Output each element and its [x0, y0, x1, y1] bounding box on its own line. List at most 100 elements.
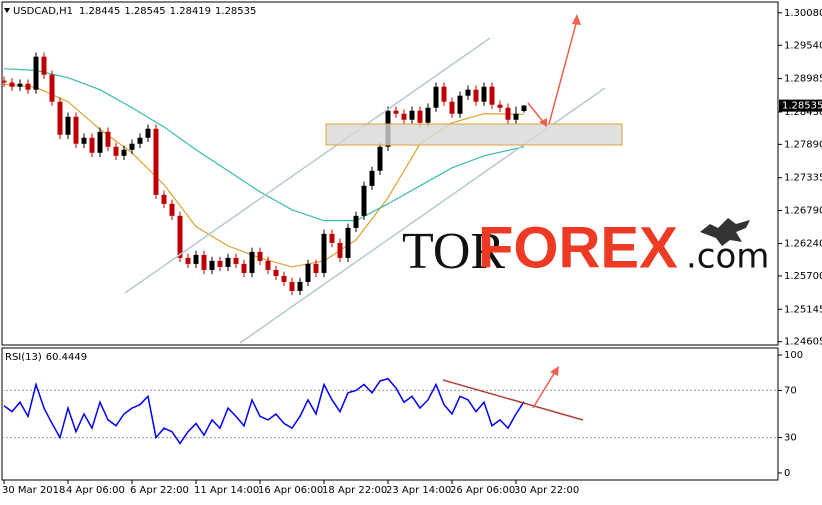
candle-body [241, 263, 247, 273]
candle-body [345, 227, 351, 258]
candle-body [393, 110, 399, 114]
watermark-forex: FOREX [478, 215, 678, 280]
y-tick-label: 1.26240 [784, 238, 822, 249]
candle-body [89, 137, 95, 153]
candle-body [193, 254, 199, 264]
arrow-head [572, 14, 581, 25]
y-tick-label: 1.30080 [784, 8, 822, 19]
candle-body [321, 233, 327, 273]
watermark: TOR FOREX .com [402, 215, 769, 280]
candle-body [81, 137, 87, 144]
candle-body [417, 110, 423, 123]
x-tick-label: 4 Apr 06:00 [66, 485, 125, 496]
support-zone [325, 123, 623, 146]
x-tick-label: 6 Apr 22:00 [130, 485, 189, 496]
candle-body [161, 194, 167, 204]
y-tick-label: 1.27335 [784, 173, 822, 184]
y-tick-label: 100 [784, 350, 803, 361]
candle-body [305, 263, 311, 282]
watermark-tor: TOR [402, 223, 505, 280]
candle-body [449, 101, 455, 114]
rsi-value: 60.4449 [46, 352, 87, 363]
candle-body [265, 260, 271, 270]
candle-body [353, 215, 359, 228]
y-tick-label: 1.28985 [784, 74, 822, 85]
open: 1.28445 [79, 6, 120, 17]
candle-body [185, 257, 191, 264]
rsi-panel [1, 347, 779, 481]
candle-body [337, 242, 343, 258]
candle-body [257, 251, 263, 261]
y-tick-label: 70 [784, 385, 797, 396]
x-tick-label: 30 Apr 22:00 [514, 485, 579, 496]
rsi-arrow [532, 371, 556, 409]
candle-body [97, 131, 103, 153]
candle-body [73, 116, 79, 144]
candle-body [489, 86, 495, 105]
candle-body [129, 143, 135, 150]
candle-body [137, 137, 143, 144]
candle-body [465, 89, 471, 96]
candle-body [369, 170, 375, 186]
candle-body [65, 116, 71, 135]
y-tick-label: 1.25145 [784, 304, 822, 315]
candle-body [313, 263, 319, 273]
candle-body [401, 113, 407, 120]
candle-body [249, 251, 255, 273]
candle-body [377, 146, 383, 171]
candle-body [457, 95, 463, 114]
watermark-com: .com [686, 237, 769, 277]
symbol: USDCAD,H1 [13, 6, 73, 17]
candle-body [145, 128, 151, 138]
price-tag-label: 1.28535 [782, 101, 822, 112]
x-tick-label: 18 Apr 22:00 [322, 485, 387, 496]
candle-body [289, 281, 295, 291]
candle-body [481, 86, 487, 102]
y-tick-label: 1.28430 [784, 107, 822, 118]
y-tick-label: 1.29540 [784, 40, 822, 51]
y-tick-label: 0 [784, 468, 790, 479]
candle-body [521, 105, 527, 112]
candle-body [201, 254, 207, 270]
candle-body [33, 56, 39, 90]
candle-body [121, 149, 127, 156]
y-tick-label: 30 [784, 433, 797, 444]
x-tick-label: 16 Apr 06:00 [258, 485, 323, 496]
candle-body [497, 104, 503, 108]
candle-body [49, 74, 55, 102]
candle-body [113, 146, 119, 156]
arrow-head [550, 366, 559, 376]
candle-body [17, 83, 23, 87]
y-tick-label: 1.25700 [784, 271, 822, 282]
candle-body [169, 203, 175, 216]
candle-body [425, 107, 431, 123]
low: 1.28419 [170, 6, 211, 17]
candle-body [233, 257, 239, 264]
high: 1.28545 [124, 6, 165, 17]
candle-body [473, 89, 479, 102]
candle-body [177, 215, 183, 258]
moving-average [3, 68, 525, 222]
header: USDCAD,H1 1.28445 1.28545 1.28419 1.28535 [13, 6, 256, 17]
rsi-title: RSI(13) [5, 352, 42, 363]
candle-body [225, 257, 231, 267]
drawings [124, 14, 623, 421]
candle-body [433, 86, 439, 108]
price-tag [779, 99, 822, 112]
candle-body [209, 260, 215, 270]
candle-body [273, 269, 279, 276]
candle-body [41, 56, 47, 75]
candle-body [57, 101, 63, 135]
candle-body [217, 260, 223, 267]
menu-triangle [4, 8, 10, 13]
channel-upper [124, 37, 491, 294]
bull-icon [700, 218, 750, 246]
candle-body [25, 83, 31, 90]
main-panel [1, 1, 779, 346]
candle-body [441, 86, 447, 102]
rsi-header: RSI(13) 60.4449 [5, 352, 87, 363]
candle-body [361, 185, 367, 216]
candle-body [409, 110, 415, 120]
